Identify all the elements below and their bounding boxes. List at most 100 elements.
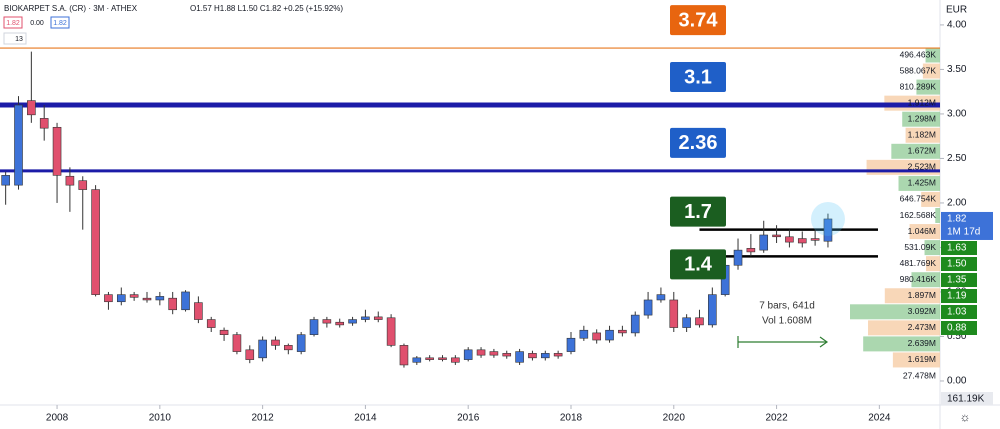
candle-body <box>630 314 640 334</box>
ask-box[interactable] <box>50 16 70 29</box>
candle-body <box>309 319 319 335</box>
candle-body <box>1 175 10 186</box>
volume-profile-label: 3.092M <box>908 306 936 316</box>
level-label: 2.36 <box>679 132 718 154</box>
countdown: 1M 17d <box>947 227 980 238</box>
volume-profile-label: 496.463K <box>900 49 937 59</box>
volume-profile-label: 646.754K <box>900 194 937 204</box>
candle-body <box>669 299 679 328</box>
ma-label-box <box>941 273 977 287</box>
volume-profile-label: 1.298M <box>908 113 936 123</box>
candle-body <box>258 339 267 359</box>
x-tick-label: 2014 <box>354 413 377 424</box>
ask: 1.82 <box>53 20 67 27</box>
candle-body <box>373 316 383 320</box>
candle-body <box>52 126 62 176</box>
ma-label-box <box>941 241 977 255</box>
volume-profile-label: 481.769K <box>900 258 937 268</box>
candle-body <box>14 104 23 186</box>
last-price: 1.82 <box>947 214 967 225</box>
volume-profile-bar <box>925 256 940 272</box>
candle-body <box>361 316 370 320</box>
ma-label: 1.63 <box>947 243 967 254</box>
candle-body <box>528 353 537 359</box>
ma-label-box <box>941 321 977 335</box>
candle-body <box>772 234 781 238</box>
volume-profile-label: 2.473M <box>908 322 936 332</box>
candle-body <box>129 294 139 298</box>
volume-profile-label: 1.672M <box>908 146 936 156</box>
volume-profile-bar <box>884 288 940 304</box>
volume-profile-label: 1.182M <box>908 130 936 140</box>
ma-label-box <box>941 289 977 303</box>
candle-body <box>194 302 203 320</box>
volume-profile-label: 588.067K <box>900 65 937 75</box>
measure-label: Vol 1.608M <box>762 316 812 327</box>
candle-body <box>823 218 833 242</box>
candle-body <box>142 297 152 301</box>
candle-body <box>746 248 756 253</box>
y-tick-label: 4.00 <box>947 20 967 31</box>
candle-body <box>219 329 229 335</box>
volume-profile-bar <box>850 304 940 320</box>
x-tick-label: 2022 <box>765 413 788 424</box>
candle-body <box>656 294 666 301</box>
volume-profile-label: 810.289K <box>900 81 937 91</box>
volume-label-box <box>941 392 993 405</box>
volume-profile-bar <box>921 191 940 207</box>
spread: 0.00 <box>30 20 44 27</box>
candle-body <box>296 334 306 352</box>
volume-profile-bar <box>902 111 940 127</box>
level-label: 3.74 <box>679 9 719 31</box>
candle-body <box>271 339 280 346</box>
candle-body <box>232 334 242 352</box>
volume-profile-label: 2.639M <box>908 338 936 348</box>
settings-icon[interactable]: ☼ <box>960 410 971 424</box>
volume-profile-label: 1.619M <box>908 354 936 364</box>
volume-last: 161.19K <box>947 394 985 405</box>
volume-profile-bar <box>909 224 940 240</box>
candle-body <box>78 180 88 190</box>
indicator-toggle[interactable] <box>3 32 27 45</box>
volume-profile-label: 980.416K <box>900 274 937 284</box>
level-label-box <box>670 196 726 227</box>
candle-body <box>451 357 460 363</box>
candle-body <box>386 317 396 346</box>
last-candle-highlight <box>810 201 845 236</box>
last-price-box <box>941 211 993 240</box>
volume-profile-label: 531.09K <box>904 242 936 252</box>
x-tick-label: 2012 <box>251 413 274 424</box>
candle-body <box>168 297 177 311</box>
candle-body <box>682 317 691 328</box>
candle-body <box>592 332 601 341</box>
bid-box[interactable] <box>3 16 23 29</box>
candle-body <box>489 351 499 356</box>
candle-body <box>399 345 409 366</box>
volume-profile-bar <box>924 240 940 256</box>
level-label: 1.4 <box>684 254 713 276</box>
y-tick-label: 3.00 <box>947 109 967 120</box>
candle-body <box>695 317 704 326</box>
volume-profile-label: 1.897M <box>908 290 936 300</box>
candle-body <box>810 238 820 241</box>
ma-label: 1.50 <box>947 259 967 270</box>
volume-profile-label: 1.425M <box>908 178 936 188</box>
volume-profile-bar <box>891 143 940 159</box>
level-label-box <box>670 127 726 158</box>
volume-profile-bar <box>922 63 940 79</box>
candle-body <box>206 319 216 328</box>
candle-body <box>412 357 422 363</box>
volume-profile-label: 162.568K <box>900 210 937 220</box>
candle-body <box>733 249 743 266</box>
volume-profile-label: 1.912M <box>908 97 936 107</box>
candle-body <box>566 337 576 352</box>
indicator-count: 13 <box>15 36 23 43</box>
ma-label-box <box>941 305 977 319</box>
candle-body <box>553 353 563 357</box>
level-label-box <box>670 249 726 280</box>
candle-body <box>759 234 769 251</box>
candle-body <box>785 236 794 243</box>
candle-body <box>708 294 717 326</box>
volume-profile-bar <box>863 336 940 352</box>
